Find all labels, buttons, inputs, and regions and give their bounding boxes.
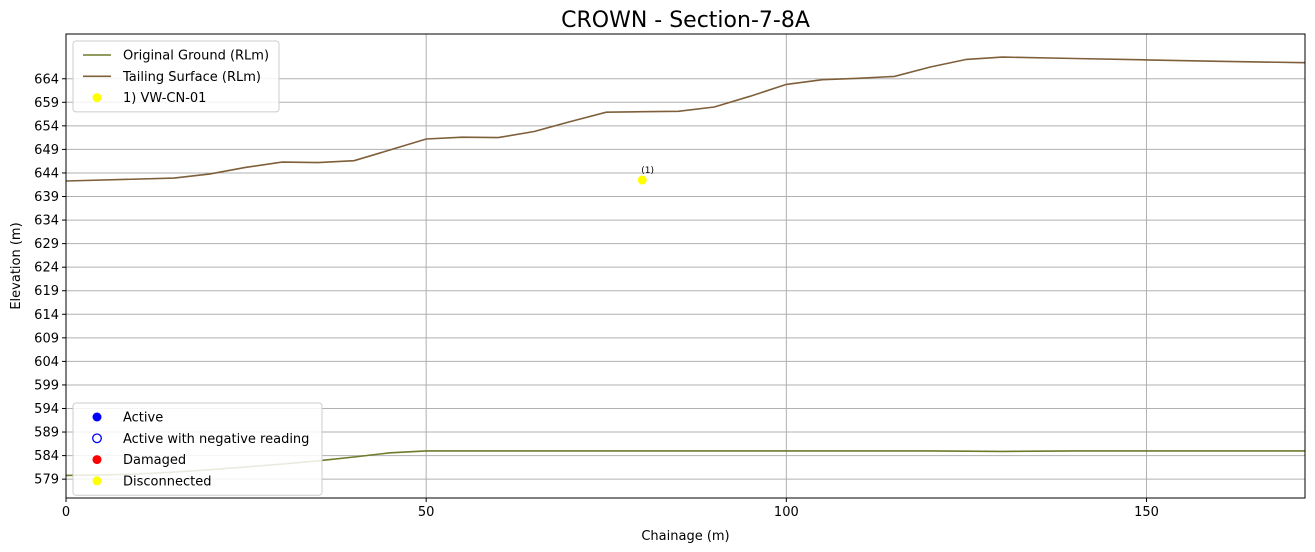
y-tick-label: 634 xyxy=(34,214,59,229)
y-tick-label: 599 xyxy=(34,378,59,393)
y-tick-label: 629 xyxy=(34,237,59,252)
legend-ring-swatch xyxy=(92,433,102,444)
legend-entry-label: Active xyxy=(123,411,163,426)
legend-dot-swatch xyxy=(92,455,102,465)
plot-frame xyxy=(65,33,1306,499)
x-tick-label: 0 xyxy=(62,505,70,520)
y-tick-label: 589 xyxy=(34,426,59,441)
tailing-surface-line xyxy=(65,56,1306,182)
y-tick-label: 579 xyxy=(34,473,59,488)
instrument-points: (1) xyxy=(637,166,654,185)
y-tick-label: 644 xyxy=(34,166,59,181)
legend-dot-swatch xyxy=(92,476,102,486)
y-tick-label: 604 xyxy=(34,355,59,370)
y-tick-label: 584 xyxy=(34,449,59,464)
legend-entry-label: Active with negative reading xyxy=(123,432,309,447)
y-axis-ticks: 579 584 589 594 599 604 609 614 619 624 629 634 639 6… xyxy=(34,72,66,488)
legend-entry-label: Disconnected xyxy=(123,474,211,489)
legend-entry-label: Damaged xyxy=(123,453,186,468)
y-tick-label: 649 xyxy=(34,143,59,158)
x-axis-ticks: 0 50 100 150 xyxy=(62,498,1159,520)
legend-box xyxy=(72,40,280,113)
y-tick-label: 639 xyxy=(34,190,59,205)
legend-box xyxy=(72,402,323,496)
instrument-point[interactable] xyxy=(637,175,647,185)
legend-dot-swatch xyxy=(92,93,102,103)
x-axis-label: Chainage (m) xyxy=(641,529,729,544)
y-tick-label: 609 xyxy=(34,331,59,346)
legend-dot-swatch xyxy=(92,412,102,422)
y-tick-label: 664 xyxy=(34,72,59,87)
x-tick-label: 150 xyxy=(1134,505,1159,520)
legend-entry-label: 1) VW-CN-01 xyxy=(123,91,206,106)
y-tick-label: 654 xyxy=(34,119,59,134)
legend-series: Original Ground (RLm) Tailing Surface (RL… xyxy=(72,40,280,113)
y-tick-label: 624 xyxy=(34,261,59,276)
y-tick-label: 619 xyxy=(34,284,59,299)
y-axis-label: Elevation (m) xyxy=(9,222,24,309)
y-tick-label: 659 xyxy=(34,96,59,111)
instrument-point-label: (1) xyxy=(641,166,654,176)
chart-title: CROWN - Section-7-8A xyxy=(561,8,810,33)
legend-entry-label: Tailing Surface (RLm) xyxy=(122,70,261,85)
y-tick-label: 594 xyxy=(34,402,59,417)
legend-status: Active Active with negative reading Damage… xyxy=(72,402,323,496)
y-tick-label: 614 xyxy=(34,308,59,323)
x-tick-label: 50 xyxy=(418,505,435,520)
legend-entry-label: Original Ground (RLm) xyxy=(123,49,269,64)
x-tick-label: 100 xyxy=(774,505,799,520)
